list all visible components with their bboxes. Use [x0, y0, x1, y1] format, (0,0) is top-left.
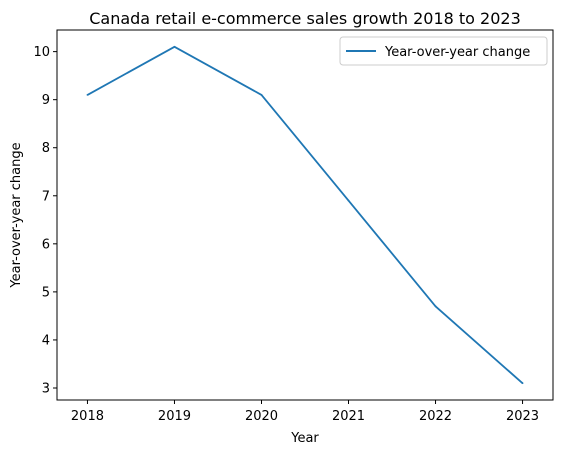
data-point: [173, 45, 176, 48]
plot-area-frame: [56, 29, 554, 401]
y-tick-label: 5: [42, 285, 50, 300]
chart-title: Canada retail e-commerce sales growth 20…: [89, 9, 521, 28]
data-point: [260, 93, 263, 96]
y-tick-label: 6: [42, 237, 50, 252]
x-axis-title: Year: [290, 431, 319, 446]
legend-box: [339, 36, 548, 66]
legend-label: Year-over-year change: [384, 45, 530, 60]
x-tick-label: 2021: [332, 409, 365, 424]
y-tick-label: 8: [42, 141, 50, 156]
data-point: [86, 93, 89, 96]
y-axis: 3 4 5 6 7 8 9 10: [33, 45, 57, 396]
y-tick-label: 7: [42, 189, 50, 204]
data-point: [434, 305, 437, 308]
y-tick-label: 9: [42, 93, 50, 108]
y-tick-label: 4: [42, 333, 50, 348]
x-tick-label: 2022: [419, 409, 452, 424]
x-tick-label: 2020: [245, 409, 278, 424]
x-tick-label: 2019: [158, 409, 191, 424]
data-point: [347, 199, 350, 202]
series-line: [87, 45, 524, 384]
series-layer: [86, 45, 524, 385]
y-axis-title: Year-over-year change: [9, 142, 24, 288]
y-tick-label: 3: [42, 381, 50, 396]
x-tick-label: 2023: [506, 409, 539, 424]
y-tick-label: 10: [33, 45, 50, 60]
x-tick-label: 2018: [71, 409, 104, 424]
legend: Year-over-year change: [339, 36, 548, 66]
data-point: [521, 382, 524, 385]
x-axis: 2018 2019 2020 2021 2022 2023: [71, 400, 539, 424]
